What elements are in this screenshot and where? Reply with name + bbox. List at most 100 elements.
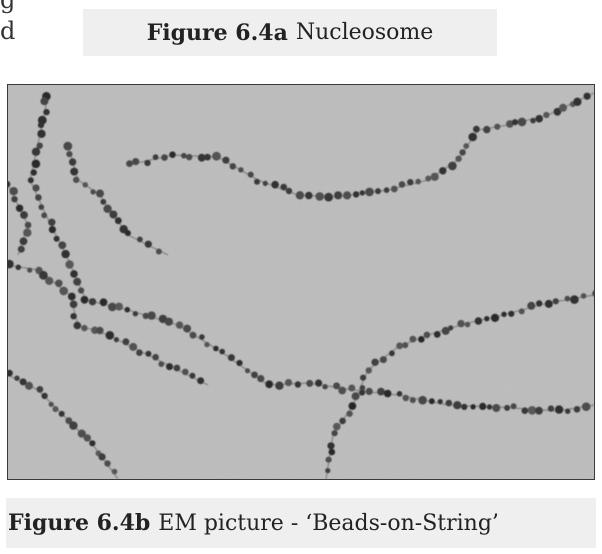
nucleosome-bead	[535, 406, 543, 415]
nucleosome-bead	[407, 179, 414, 186]
nucleosome-bead	[61, 249, 70, 259]
nucleosome-bead	[175, 321, 184, 329]
nucleosome-bead	[346, 410, 353, 417]
nucleosome-bead	[147, 311, 156, 320]
figure-number-b: Figure 6.4b	[8, 510, 151, 536]
nucleosome-bead	[365, 187, 374, 197]
nucleosome-bead	[257, 375, 265, 383]
nucleosome-bead	[348, 402, 357, 410]
nucleosome-bead	[580, 293, 587, 299]
nucleosome-bead	[43, 108, 50, 116]
nucleosome-bead	[275, 381, 284, 390]
nucleosome-bead	[553, 107, 562, 116]
nucleosome-bead	[66, 151, 73, 158]
nucleosome-bead	[445, 399, 453, 407]
nucleosome-bead	[124, 306, 131, 313]
nucleosome-bead	[108, 302, 117, 312]
nucleosome-bead	[35, 194, 42, 201]
nucleosome-bead	[402, 342, 409, 349]
nucleosome-bead	[88, 298, 97, 306]
nucleosome-bead	[25, 381, 33, 390]
nucleosome-bead	[59, 286, 68, 296]
nucleosome-bead	[199, 334, 205, 340]
nucleosome-bead	[295, 191, 305, 200]
nucleosome-bead	[183, 324, 192, 333]
nucleosome-bead	[592, 290, 594, 297]
cut-off-text-line-1: g	[0, 0, 16, 14]
nucleosome-bead	[81, 324, 88, 332]
nucleosome-bead	[15, 204, 24, 212]
nucleosome-bead	[30, 169, 37, 176]
nucleosome-bead	[565, 408, 571, 414]
nucleosome-bead	[24, 221, 32, 229]
nucleosome-bead	[423, 331, 431, 339]
nucleosome-bead	[343, 191, 352, 200]
nucleosome-bead	[31, 147, 41, 156]
nucleosome-bead	[262, 180, 268, 186]
nucleosome-bead	[506, 120, 514, 128]
nucleosome-bead	[359, 385, 366, 391]
nucleosome-bead	[144, 159, 151, 167]
nucleosome-bead	[164, 317, 173, 326]
nucleosome-bead	[433, 331, 441, 338]
nucleosome-bead	[484, 316, 490, 322]
nucleosome-bead	[339, 417, 346, 425]
nucleosome-bead	[536, 300, 543, 307]
nucleosome-bead	[8, 369, 13, 377]
nucleosome-bead	[418, 336, 425, 343]
nucleosome-bead	[145, 350, 152, 357]
nucleosome-bead	[306, 379, 314, 387]
nucleosome-bead	[8, 259, 14, 269]
nucleosome-bead	[8, 181, 11, 188]
nucleosome-bead	[430, 172, 439, 181]
nucleosome-bead	[371, 358, 379, 366]
nucleosome-bead	[265, 380, 274, 389]
nucleosome-bead	[14, 375, 20, 381]
nucleosome-bead	[45, 276, 54, 285]
nucleosome-bead	[98, 453, 106, 461]
nucleosome-bead	[90, 189, 96, 195]
nucleosome-bead	[428, 398, 435, 405]
nucleosome-bead	[55, 279, 63, 288]
nucleosome-bead	[573, 406, 581, 413]
nucleosome-bead	[238, 167, 244, 173]
nucleosome-bead	[559, 103, 567, 112]
nucleosome-bead	[294, 381, 302, 388]
nucleosome-bead	[322, 384, 328, 390]
nucleosome-bead	[222, 156, 230, 164]
nucleosome-bead	[65, 260, 74, 269]
nucleosome-bead	[351, 392, 360, 401]
nucleosome-bead	[409, 335, 417, 343]
nucleosome-bead	[418, 395, 427, 405]
nucleosome-bead	[511, 119, 519, 126]
nucleosome-bead	[352, 191, 360, 198]
nucleosome-bead	[58, 241, 67, 250]
nucleosome-bead	[144, 240, 152, 248]
nucleosome-bead	[73, 176, 80, 183]
nucleosome-bead	[383, 389, 392, 398]
nucleosome-bead	[315, 192, 325, 201]
nucleosome-bead	[375, 188, 381, 195]
figure-title-a: Nucleosome	[295, 20, 434, 45]
nucleosome-bead	[109, 210, 118, 219]
nucleosome-bead	[213, 345, 219, 352]
nucleosome-bead	[152, 154, 159, 161]
nucleosome-bead	[547, 405, 555, 412]
nucleosome-bead	[212, 151, 221, 161]
nucleosome-bead	[204, 341, 210, 348]
nucleosome-bead	[80, 295, 89, 304]
nucleosome-bead	[115, 302, 123, 311]
nucleosome-bead	[554, 405, 564, 414]
nucleosome-bead	[111, 468, 118, 475]
nucleosome-bead	[360, 374, 367, 381]
nucleosome-bead	[113, 337, 119, 343]
nucleosome-bead	[510, 403, 517, 410]
nucleosome-bead	[96, 189, 104, 198]
nucleosome-bead	[70, 270, 78, 278]
nucleosome-bead	[527, 406, 537, 415]
nucleosome-bead	[99, 298, 108, 307]
em-micrograph-image	[8, 85, 594, 479]
nucleosome-bead	[27, 177, 34, 184]
nucleosome-bead	[41, 392, 48, 400]
nucleosome-bead	[83, 434, 92, 442]
